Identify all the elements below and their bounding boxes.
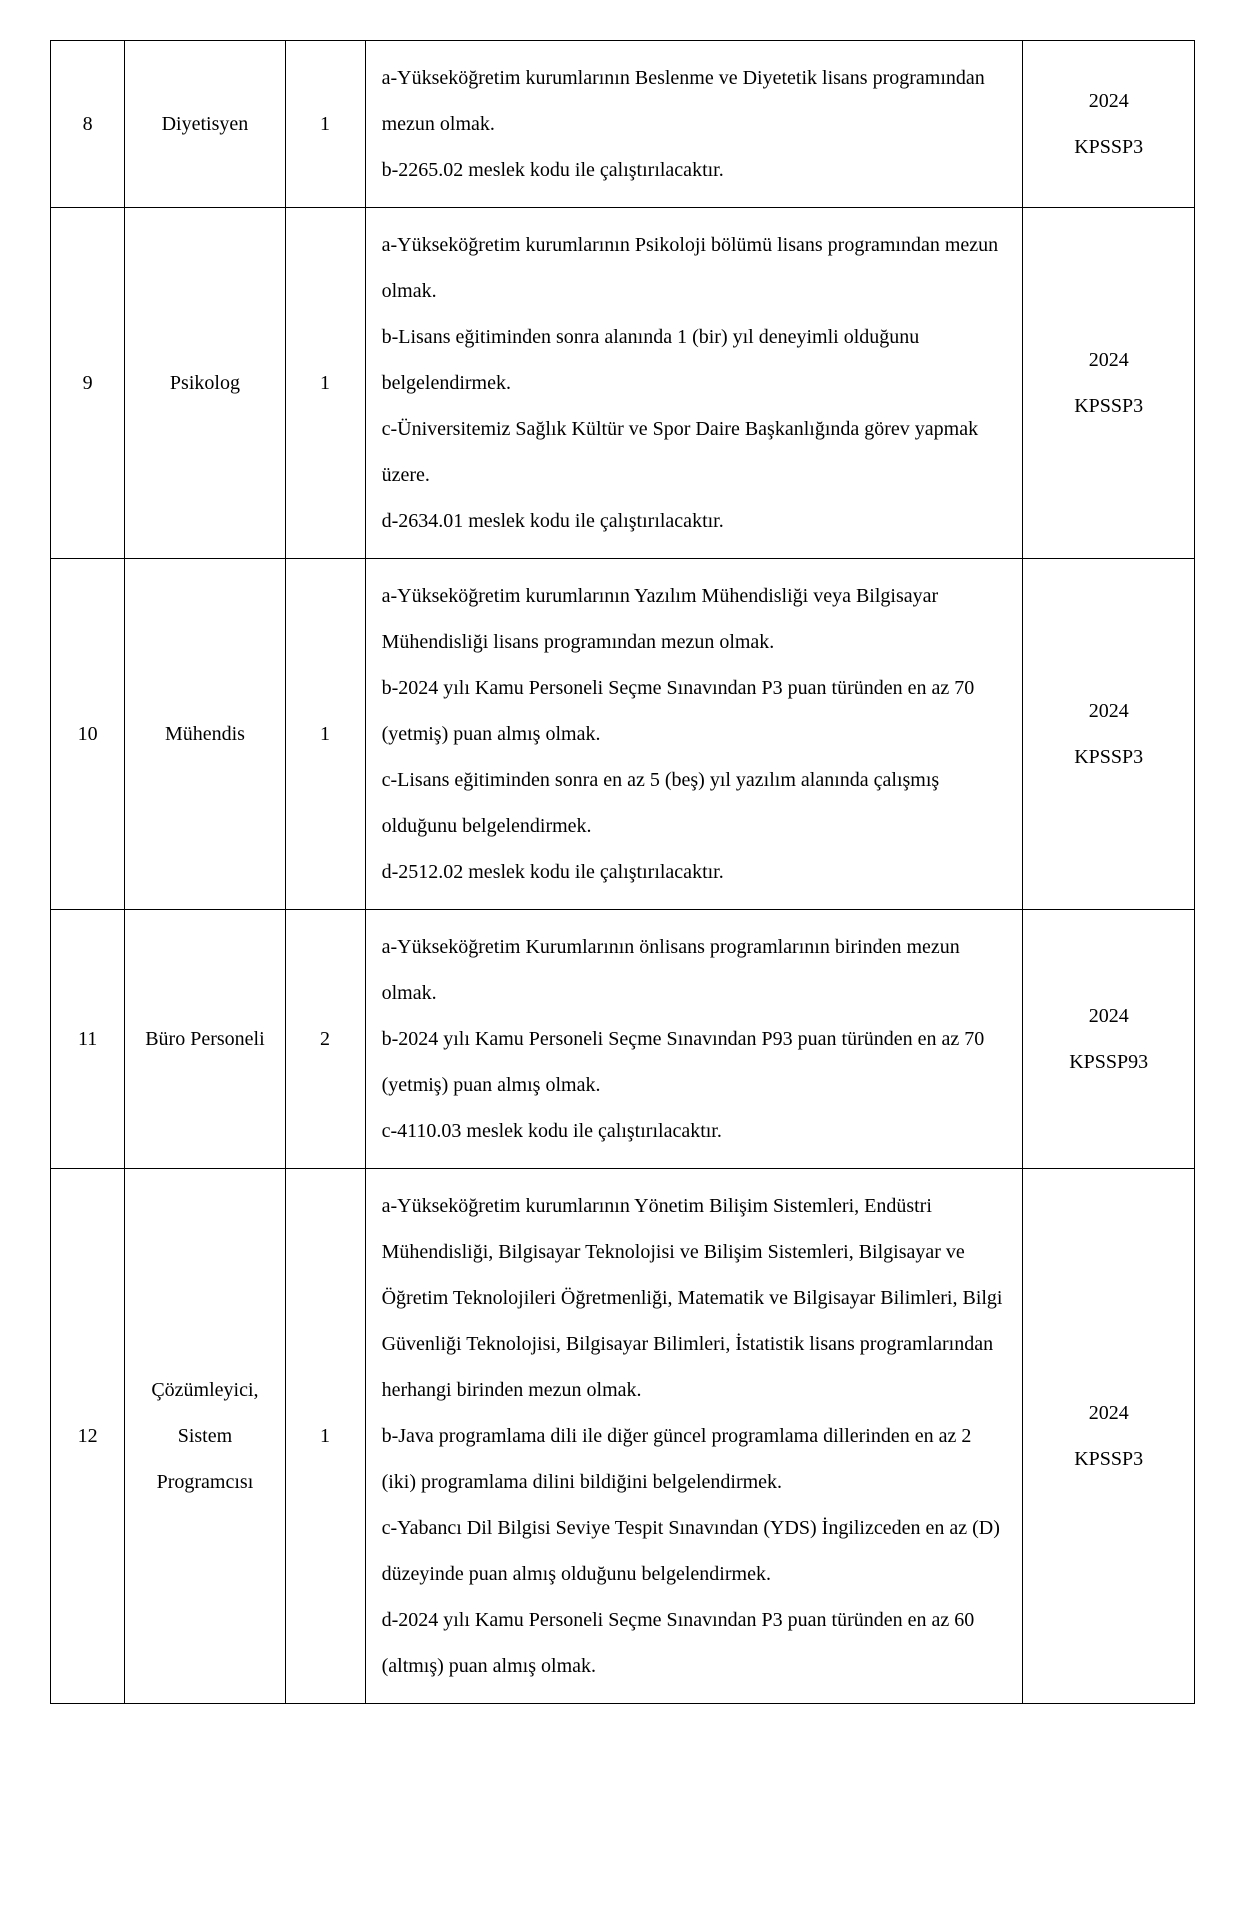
description-item: d-2512.02 meslek kodu ile çalıştırılacak… bbox=[382, 849, 1007, 895]
description-item: c-Lisans eğitiminden sonra en az 5 (beş)… bbox=[382, 757, 1007, 849]
table-row: 11Büro Personeli2a-Yükseköğretim Kurumla… bbox=[51, 910, 1195, 1169]
cell-no: 10 bbox=[51, 559, 125, 910]
cell-title: Büro Personeli bbox=[125, 910, 285, 1169]
description-item: b-2024 yılı Kamu Personeli Seçme Sınavın… bbox=[382, 665, 1007, 757]
table-row: 8Diyetisyen1a-Yükseköğretim kurumlarının… bbox=[51, 41, 1195, 208]
kpss-code: KPSSP3 bbox=[1035, 383, 1182, 429]
cell-no: 12 bbox=[51, 1169, 125, 1704]
cell-title: Psikolog bbox=[125, 208, 285, 559]
cell-kpss: 2024KPSSP3 bbox=[1023, 208, 1195, 559]
kpss-code: KPSSP3 bbox=[1035, 734, 1182, 780]
cell-description: a-Yükseköğretim kurumlarının Yazılım Müh… bbox=[365, 559, 1023, 910]
description-item: b-Java programlama dili ile diğer güncel… bbox=[382, 1413, 1007, 1505]
title-line: Çözümleyici, bbox=[137, 1367, 272, 1413]
cell-description: a-Yükseköğretim kurumlarının Psikoloji b… bbox=[365, 208, 1023, 559]
table-body: 8Diyetisyen1a-Yükseköğretim kurumlarının… bbox=[51, 41, 1195, 1704]
cell-title: Diyetisyen bbox=[125, 41, 285, 208]
kpss-code: KPSSP3 bbox=[1035, 1436, 1182, 1482]
description-item: d-2024 yılı Kamu Personeli Seçme Sınavın… bbox=[382, 1597, 1007, 1689]
kpss-year: 2024 bbox=[1035, 993, 1182, 1039]
cell-count: 1 bbox=[285, 208, 365, 559]
cell-kpss: 2024KPSSP93 bbox=[1023, 910, 1195, 1169]
description-item: a-Yükseköğretim Kurumlarının önlisans pr… bbox=[382, 924, 1007, 1016]
description-item: a-Yükseköğretim kurumlarının Yazılım Müh… bbox=[382, 573, 1007, 665]
cell-description: a-Yükseköğretim kurumlarının Beslenme ve… bbox=[365, 41, 1023, 208]
cell-description: a-Yükseköğretim Kurumlarının önlisans pr… bbox=[365, 910, 1023, 1169]
kpss-code: KPSSP3 bbox=[1035, 124, 1182, 170]
description-item: a-Yükseköğretim kurumlarının Psikoloji b… bbox=[382, 222, 1007, 314]
cell-title: Mühendis bbox=[125, 559, 285, 910]
cell-kpss: 2024KPSSP3 bbox=[1023, 41, 1195, 208]
cell-count: 1 bbox=[285, 1169, 365, 1704]
table-row: 10Mühendis1a-Yükseköğretim kurumlarının … bbox=[51, 559, 1195, 910]
table-row: 9Psikolog1a-Yükseköğretim kurumlarının P… bbox=[51, 208, 1195, 559]
kpss-year: 2024 bbox=[1035, 78, 1182, 124]
kpss-year: 2024 bbox=[1035, 1390, 1182, 1436]
description-item: c-Yabancı Dil Bilgisi Seviye Tespit Sına… bbox=[382, 1505, 1007, 1597]
positions-table: 8Diyetisyen1a-Yükseköğretim kurumlarının… bbox=[50, 40, 1195, 1704]
cell-kpss: 2024KPSSP3 bbox=[1023, 559, 1195, 910]
kpss-year: 2024 bbox=[1035, 688, 1182, 734]
kpss-code: KPSSP93 bbox=[1035, 1039, 1182, 1085]
description-item: c-4110.03 meslek kodu ile çalıştırılacak… bbox=[382, 1108, 1007, 1154]
description-item: c-Üniversitemiz Sağlık Kültür ve Spor Da… bbox=[382, 406, 1007, 498]
description-item: a-Yükseköğretim kurumlarının Beslenme ve… bbox=[382, 55, 1007, 147]
description-item: b-2265.02 meslek kodu ile çalıştırılacak… bbox=[382, 147, 1007, 193]
cell-description: a-Yükseköğretim kurumlarının Yönetim Bil… bbox=[365, 1169, 1023, 1704]
cell-no: 9 bbox=[51, 208, 125, 559]
title-line: Programcısı bbox=[137, 1459, 272, 1505]
description-item: b-Lisans eğitiminden sonra alanında 1 (b… bbox=[382, 314, 1007, 406]
cell-no: 8 bbox=[51, 41, 125, 208]
kpss-year: 2024 bbox=[1035, 337, 1182, 383]
description-item: b-2024 yılı Kamu Personeli Seçme Sınavın… bbox=[382, 1016, 1007, 1108]
table-row: 12Çözümleyici,SistemProgramcısı1a-Yüksek… bbox=[51, 1169, 1195, 1704]
cell-no: 11 bbox=[51, 910, 125, 1169]
description-item: a-Yükseköğretim kurumlarının Yönetim Bil… bbox=[382, 1183, 1007, 1413]
cell-kpss: 2024KPSSP3 bbox=[1023, 1169, 1195, 1704]
description-item: d-2634.01 meslek kodu ile çalıştırılacak… bbox=[382, 498, 1007, 544]
cell-title: Çözümleyici,SistemProgramcısı bbox=[125, 1169, 285, 1704]
cell-count: 2 bbox=[285, 910, 365, 1169]
title-line: Sistem bbox=[137, 1413, 272, 1459]
cell-count: 1 bbox=[285, 559, 365, 910]
cell-count: 1 bbox=[285, 41, 365, 208]
